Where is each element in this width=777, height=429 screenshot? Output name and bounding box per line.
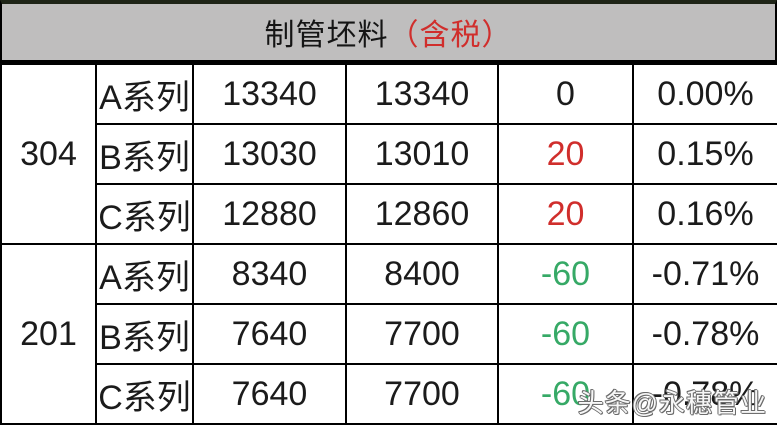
change-cell: -60 xyxy=(497,303,634,365)
pct-cell: 0.15% xyxy=(632,123,777,185)
grade-cell-201: 201 xyxy=(0,243,97,425)
table-title-tax-note: （含税） xyxy=(388,19,513,52)
price-old-cell: 7700 xyxy=(345,303,499,365)
price-new-cell: 7640 xyxy=(192,303,347,365)
series-cell: A系列 xyxy=(95,63,194,125)
pct-cell: -0.78% xyxy=(632,363,777,425)
price-new-cell: 8340 xyxy=(192,243,347,305)
table-title-bar: 制管坯料 （含税） xyxy=(0,0,777,63)
price-new-cell: 7640 xyxy=(192,363,347,425)
table-row: 201 A系列 8340 8400 -60 -0.71% xyxy=(0,243,777,425)
table-row: B系列 13030 13010 20 0.15% xyxy=(1,123,777,185)
price-old-cell: 12860 xyxy=(345,183,499,245)
series-cell: A系列 xyxy=(95,243,194,305)
table-row: C系列 7640 7700 -60 -0.78% xyxy=(1,363,777,425)
pct-cell: 0.00% xyxy=(632,63,777,125)
table-title: 制管坯料 xyxy=(264,19,389,52)
price-old-cell: 7700 xyxy=(345,363,499,425)
table-row: 304 A系列 13340 13340 0 0.00% xyxy=(0,63,777,245)
grade-cell-304: 304 xyxy=(0,63,97,245)
change-cell: 0 xyxy=(497,63,634,125)
series-cell: B系列 xyxy=(95,303,194,365)
table-row: B系列 7640 7700 -60 -0.78% xyxy=(1,303,777,365)
change-cell: 20 xyxy=(497,183,634,245)
price-old-cell: 8400 xyxy=(345,243,499,305)
pct-cell: -0.78% xyxy=(632,303,777,365)
series-cell: C系列 xyxy=(95,183,194,245)
price-new-cell: 13030 xyxy=(192,123,347,185)
series-cell: C系列 xyxy=(95,363,194,425)
change-cell: -60 xyxy=(497,243,634,305)
pct-cell: 0.16% xyxy=(632,183,777,245)
price-old-cell: 13010 xyxy=(345,123,499,185)
price-old-cell: 13340 xyxy=(345,63,499,125)
price-table: 304 A系列 13340 13340 0 0.00% B系列 13030 13… xyxy=(0,63,777,425)
table-row: C系列 12880 12860 20 0.16% xyxy=(1,183,777,245)
price-new-cell: 12880 xyxy=(192,183,347,245)
series-cell: B系列 xyxy=(95,123,194,185)
price-new-cell: 13340 xyxy=(192,63,347,125)
pct-cell: -0.71% xyxy=(632,243,777,305)
change-cell: 20 xyxy=(497,123,634,185)
change-cell: -60 xyxy=(497,363,634,425)
